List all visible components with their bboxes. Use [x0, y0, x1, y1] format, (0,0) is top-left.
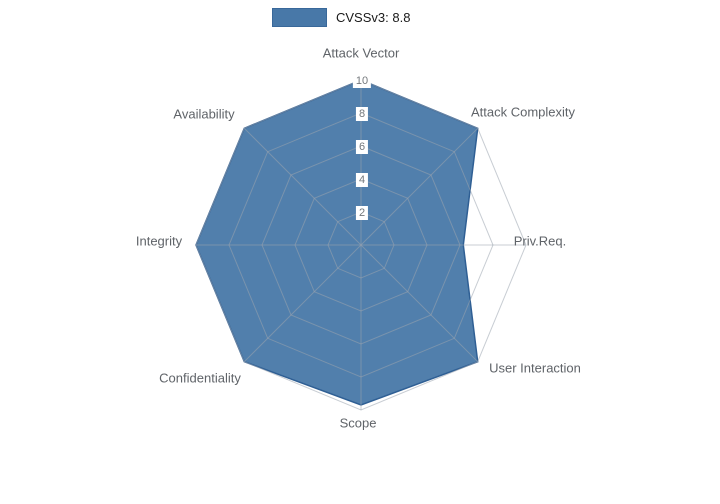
- axis-label-user-interaction: User Interaction: [489, 360, 581, 376]
- radial-tick-8: 8: [355, 107, 369, 121]
- radar-grid-ring: [261, 145, 461, 345]
- radar-grid-ring: [228, 112, 494, 378]
- legend-swatch: [272, 8, 327, 27]
- axis-label-attack-vector: Attack Vector: [322, 45, 400, 61]
- axis-label-availability: Availability: [173, 106, 235, 122]
- radar-grid-ring: [195, 79, 527, 411]
- axis-label-integrity: Integrity: [135, 233, 183, 249]
- radar-series-polygon: [195, 79, 479, 406]
- radial-tick-4: 4: [355, 173, 369, 187]
- axis-label-confidentiality: Confidentiality: [159, 370, 241, 386]
- axis-label-scope: Scope: [339, 415, 377, 431]
- radar-spoke: [243, 127, 362, 246]
- radar-spoke: [243, 244, 362, 363]
- legend: CVSSv3: 8.8: [272, 8, 410, 27]
- radial-tick-10: 10: [352, 74, 372, 88]
- axis-label-priv-req: Priv.Req.: [513, 233, 567, 249]
- radar-grid-ring: [294, 178, 428, 312]
- radial-tick-2: 2: [355, 206, 369, 220]
- axis-label-attack-complexity: Attack Complexity: [470, 104, 576, 120]
- radial-tick-6: 6: [355, 140, 369, 154]
- radar-spoke: [360, 244, 479, 363]
- radar-spoke: [360, 127, 479, 246]
- legend-label: CVSSv3: 8.8: [336, 10, 411, 25]
- radar-grid-ring: [327, 211, 395, 279]
